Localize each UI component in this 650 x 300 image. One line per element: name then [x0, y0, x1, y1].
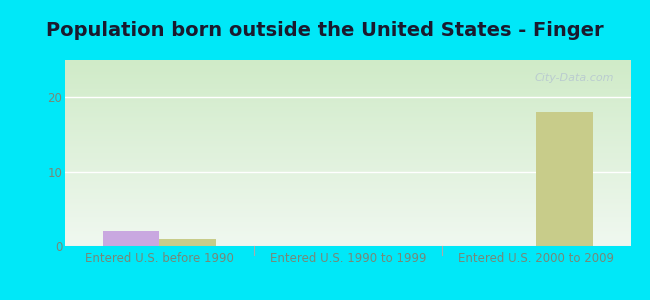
- Bar: [536, 112, 593, 246]
- Bar: [103, 231, 159, 246]
- Text: Population born outside the United States - Finger: Population born outside the United State…: [46, 21, 604, 40]
- Bar: [159, 238, 216, 246]
- Text: City-Data.com: City-Data.com: [534, 73, 614, 83]
